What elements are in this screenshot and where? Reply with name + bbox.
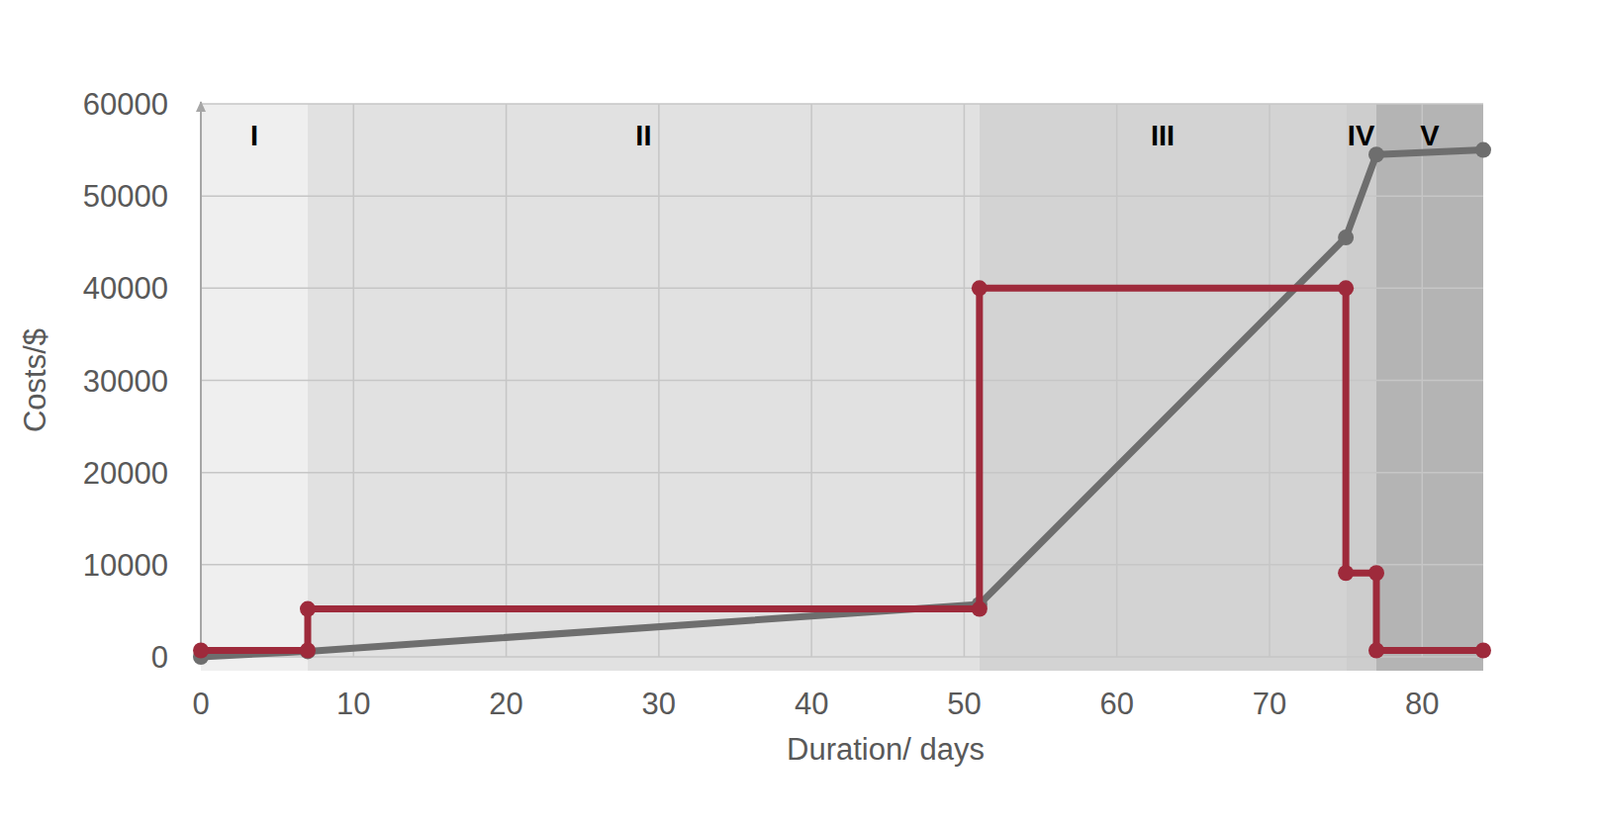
series-marker: [1475, 142, 1492, 159]
series-marker: [192, 642, 209, 659]
y-grid-line: [200, 471, 1484, 474]
series-marker: [299, 601, 316, 618]
x-axis-title: Duration/ days: [786, 732, 985, 767]
x-grid-line: [1116, 103, 1119, 658]
series-marker: [299, 642, 316, 659]
phase-band: [979, 103, 1346, 671]
series-marker: [1337, 280, 1354, 296]
x-tick-label: 60: [1099, 686, 1133, 722]
phase-band: [307, 103, 980, 671]
y-tick-label: 30000: [83, 364, 169, 399]
y-tick-label: 0: [151, 640, 169, 675]
series-marker: [971, 601, 988, 618]
y-tick-label: 40000: [83, 271, 169, 306]
series-marker: [1337, 229, 1354, 246]
x-grid-line: [963, 103, 966, 658]
phase-band: [1376, 103, 1484, 671]
phase-label: III: [1150, 119, 1175, 152]
phase-label: I: [250, 119, 259, 152]
chart: 0 10000 20000 30000 40000 50000 60000 0 10 20 30 40…: [0, 0, 1600, 828]
series-marker: [971, 280, 988, 296]
x-grid-line: [658, 103, 660, 658]
phases: [200, 103, 1484, 671]
x-grid-line: [505, 103, 508, 658]
y-grid-line: [200, 379, 1484, 382]
y-grid-line: [200, 194, 1484, 197]
series-line: [200, 150, 1484, 658]
x-tick-label: 40: [794, 686, 829, 722]
y-tick-label: 60000: [83, 87, 169, 122]
x-tick-label: 70: [1252, 686, 1287, 722]
phase-label: II: [635, 119, 652, 152]
series-marker: [1337, 564, 1354, 581]
phase-band: [200, 103, 308, 671]
y-grid-line: [200, 102, 1484, 105]
y-axis: [199, 101, 202, 658]
y-grid-line: [200, 564, 1484, 566]
series-marker: [1475, 642, 1492, 659]
x-tick-label: 10: [336, 686, 371, 722]
x-tick-label: 0: [191, 686, 209, 722]
x-axis: [200, 656, 1484, 659]
x-tick-label: 20: [488, 686, 523, 722]
x-tick-label: 30: [642, 686, 676, 722]
y-tick-label: 20000: [83, 456, 169, 491]
grid: [200, 103, 1484, 658]
series-marker: [1368, 146, 1385, 163]
phase-label: V: [1419, 119, 1440, 152]
y-tick-label: 50000: [83, 179, 169, 214]
x-grid-line: [810, 103, 813, 658]
y-tick-label: 10000: [83, 548, 169, 583]
series-marker: [299, 643, 316, 659]
x-tick-label: 50: [946, 686, 981, 722]
phase-label: IV: [1347, 119, 1376, 152]
series-marker: [1368, 564, 1385, 581]
y-axis-title: Costs/$: [17, 328, 53, 433]
series-line: [200, 287, 1484, 651]
x-grid-line: [1421, 103, 1424, 658]
y-axis-arrow: [195, 100, 206, 112]
x-grid-line: [1268, 103, 1271, 658]
data: [192, 142, 1492, 665]
series-marker: [1368, 642, 1385, 659]
x-grid-line: [353, 103, 356, 658]
x-tick-label: 80: [1405, 686, 1439, 722]
